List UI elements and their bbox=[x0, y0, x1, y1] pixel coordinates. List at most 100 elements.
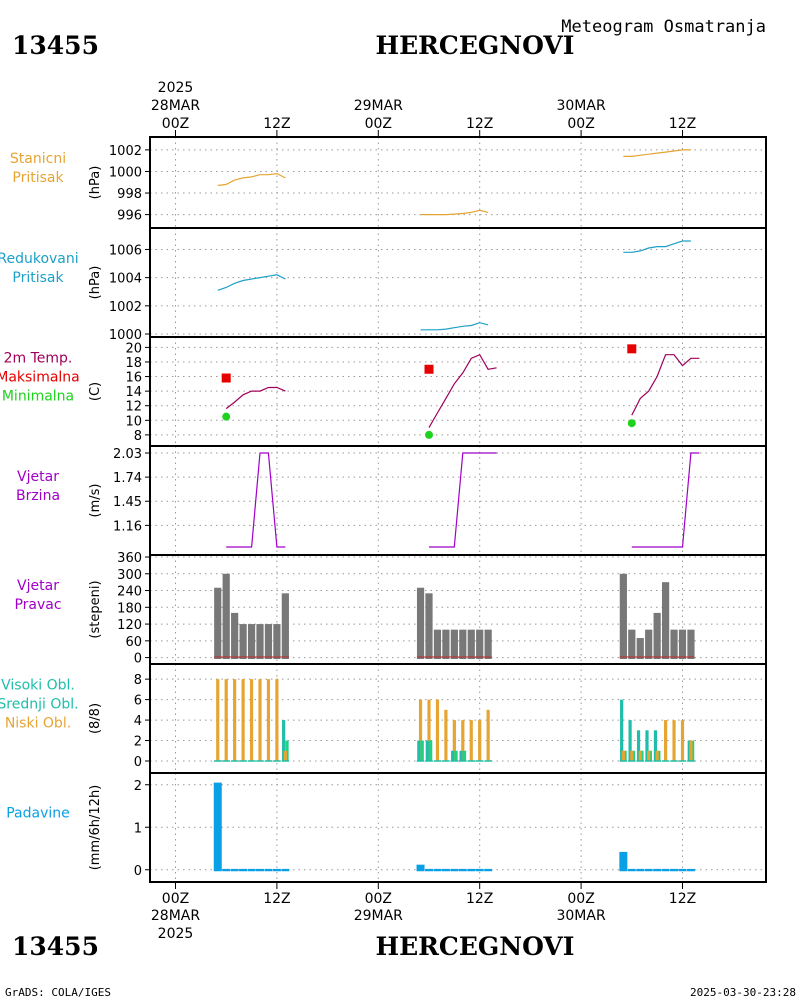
date-label: 29MAR bbox=[354, 908, 403, 924]
y-tick-label: 60 bbox=[125, 635, 142, 650]
bar bbox=[678, 629, 687, 659]
bar bbox=[454, 750, 458, 761]
bar bbox=[247, 868, 256, 872]
y-axis-label: (m/s) bbox=[88, 484, 103, 518]
x-tick-label: 12Z bbox=[669, 891, 696, 907]
y-tick-label: 0 bbox=[134, 864, 142, 879]
bar bbox=[648, 750, 652, 761]
bar bbox=[416, 587, 425, 659]
bar bbox=[655, 750, 659, 761]
top-time-axis: 00Z 28MAR 2025 12Z 00Z 29MAR 12Z 00Z 30MAR 12Z bbox=[151, 80, 696, 137]
bar bbox=[662, 582, 670, 659]
bar bbox=[256, 868, 264, 872]
panel-cloud-cover: 0 2 4 6 8 (8/8) Visoki Obl. Srednji Obl. Niski O… bbox=[0, 663, 767, 774]
bar bbox=[475, 868, 484, 872]
bar bbox=[239, 624, 247, 659]
bar bbox=[266, 679, 271, 761]
y-tick-label: 996 bbox=[117, 209, 142, 224]
bar bbox=[272, 868, 281, 872]
panel-label: Vjetar bbox=[17, 469, 59, 485]
bar bbox=[687, 629, 695, 659]
bar bbox=[469, 720, 473, 761]
bar bbox=[619, 851, 628, 872]
footer-station-name: HERCEGNOVI bbox=[375, 932, 574, 961]
tmax-marker bbox=[424, 364, 434, 374]
panel-precipitation: 0 1 2 (mm/6h/12h) Padavine bbox=[6, 772, 767, 883]
bar bbox=[213, 782, 222, 872]
bar bbox=[467, 629, 475, 659]
bar bbox=[653, 868, 662, 872]
panel-label: Vjetar bbox=[17, 578, 59, 594]
series-line bbox=[225, 386, 286, 410]
bar bbox=[636, 868, 645, 872]
panel-label: Pritisak bbox=[12, 270, 64, 286]
station-name: HERCEGNOVI bbox=[375, 31, 574, 60]
bar bbox=[441, 868, 450, 872]
panel-wind-speed: 1.16 1.45 1.74 2.03 (m/s) Vjetar Brzina bbox=[16, 445, 767, 556]
panel-label: Maksimalna bbox=[0, 370, 80, 386]
bar bbox=[636, 638, 644, 659]
series-line bbox=[226, 452, 286, 548]
x-tick-label: 00Z bbox=[365, 891, 392, 907]
bar bbox=[264, 624, 273, 659]
bar bbox=[459, 750, 463, 761]
y-tick-label: 16 bbox=[125, 371, 142, 386]
bar bbox=[425, 740, 429, 761]
bar bbox=[619, 573, 627, 659]
y-axis-label: (C) bbox=[88, 382, 103, 401]
panel-label: 2m Temp. bbox=[4, 351, 73, 367]
y-tick-label: 2 bbox=[134, 735, 142, 750]
y-axis-label: (hPa) bbox=[88, 266, 103, 300]
y-axis-label: (8/8) bbox=[88, 703, 103, 734]
y-axis-label: (mm/6h/12h) bbox=[88, 785, 103, 871]
y-tick-label: 2.03 bbox=[113, 447, 142, 462]
x-tick-label: 12Z bbox=[669, 116, 696, 132]
tmin-marker bbox=[222, 412, 231, 421]
x-tick-label: 12Z bbox=[466, 116, 493, 132]
bar bbox=[476, 629, 484, 659]
y-tick-label: 20 bbox=[125, 341, 142, 356]
bar bbox=[433, 629, 442, 659]
bar bbox=[672, 720, 676, 761]
tmax-marker bbox=[627, 344, 637, 354]
panel-reduced-pressure: 1000 1002 1004 1006 (hPa) Redukovani Pritisak bbox=[0, 227, 767, 343]
y-tick-label: 8 bbox=[134, 429, 142, 444]
bar bbox=[416, 864, 425, 872]
x-tick-label: 12Z bbox=[263, 116, 290, 132]
panel-label: Brzina bbox=[16, 488, 60, 504]
bar bbox=[249, 679, 254, 761]
bar bbox=[275, 679, 279, 761]
bar bbox=[256, 624, 264, 659]
bar bbox=[689, 740, 693, 761]
series-line bbox=[428, 353, 497, 428]
bar bbox=[442, 629, 450, 659]
bar bbox=[222, 573, 230, 659]
bar bbox=[644, 868, 653, 872]
tmin-marker bbox=[425, 430, 433, 439]
bar bbox=[452, 720, 456, 761]
bar bbox=[247, 624, 256, 659]
bar bbox=[433, 868, 442, 872]
bar bbox=[661, 868, 670, 872]
bar bbox=[241, 679, 245, 761]
bar bbox=[631, 750, 636, 761]
y-tick-label: 1.74 bbox=[113, 471, 142, 486]
panel-label: Padavine bbox=[6, 806, 70, 822]
bar bbox=[459, 629, 467, 659]
y-tick-label: 10 bbox=[125, 414, 142, 429]
series-line bbox=[217, 172, 286, 187]
bar bbox=[623, 750, 627, 761]
x-tick-label: 00Z bbox=[567, 891, 594, 907]
date-label: 29MAR bbox=[354, 98, 403, 114]
y-tick-label: 4 bbox=[134, 714, 142, 729]
bar bbox=[638, 750, 642, 761]
y-tick-label: 998 bbox=[117, 187, 142, 202]
bar bbox=[282, 720, 286, 761]
bar bbox=[420, 740, 424, 761]
bar bbox=[478, 720, 482, 761]
footer-credit: GrADS: COLA/IGES bbox=[5, 986, 111, 999]
panel-frame bbox=[149, 772, 767, 883]
bar bbox=[224, 679, 228, 761]
